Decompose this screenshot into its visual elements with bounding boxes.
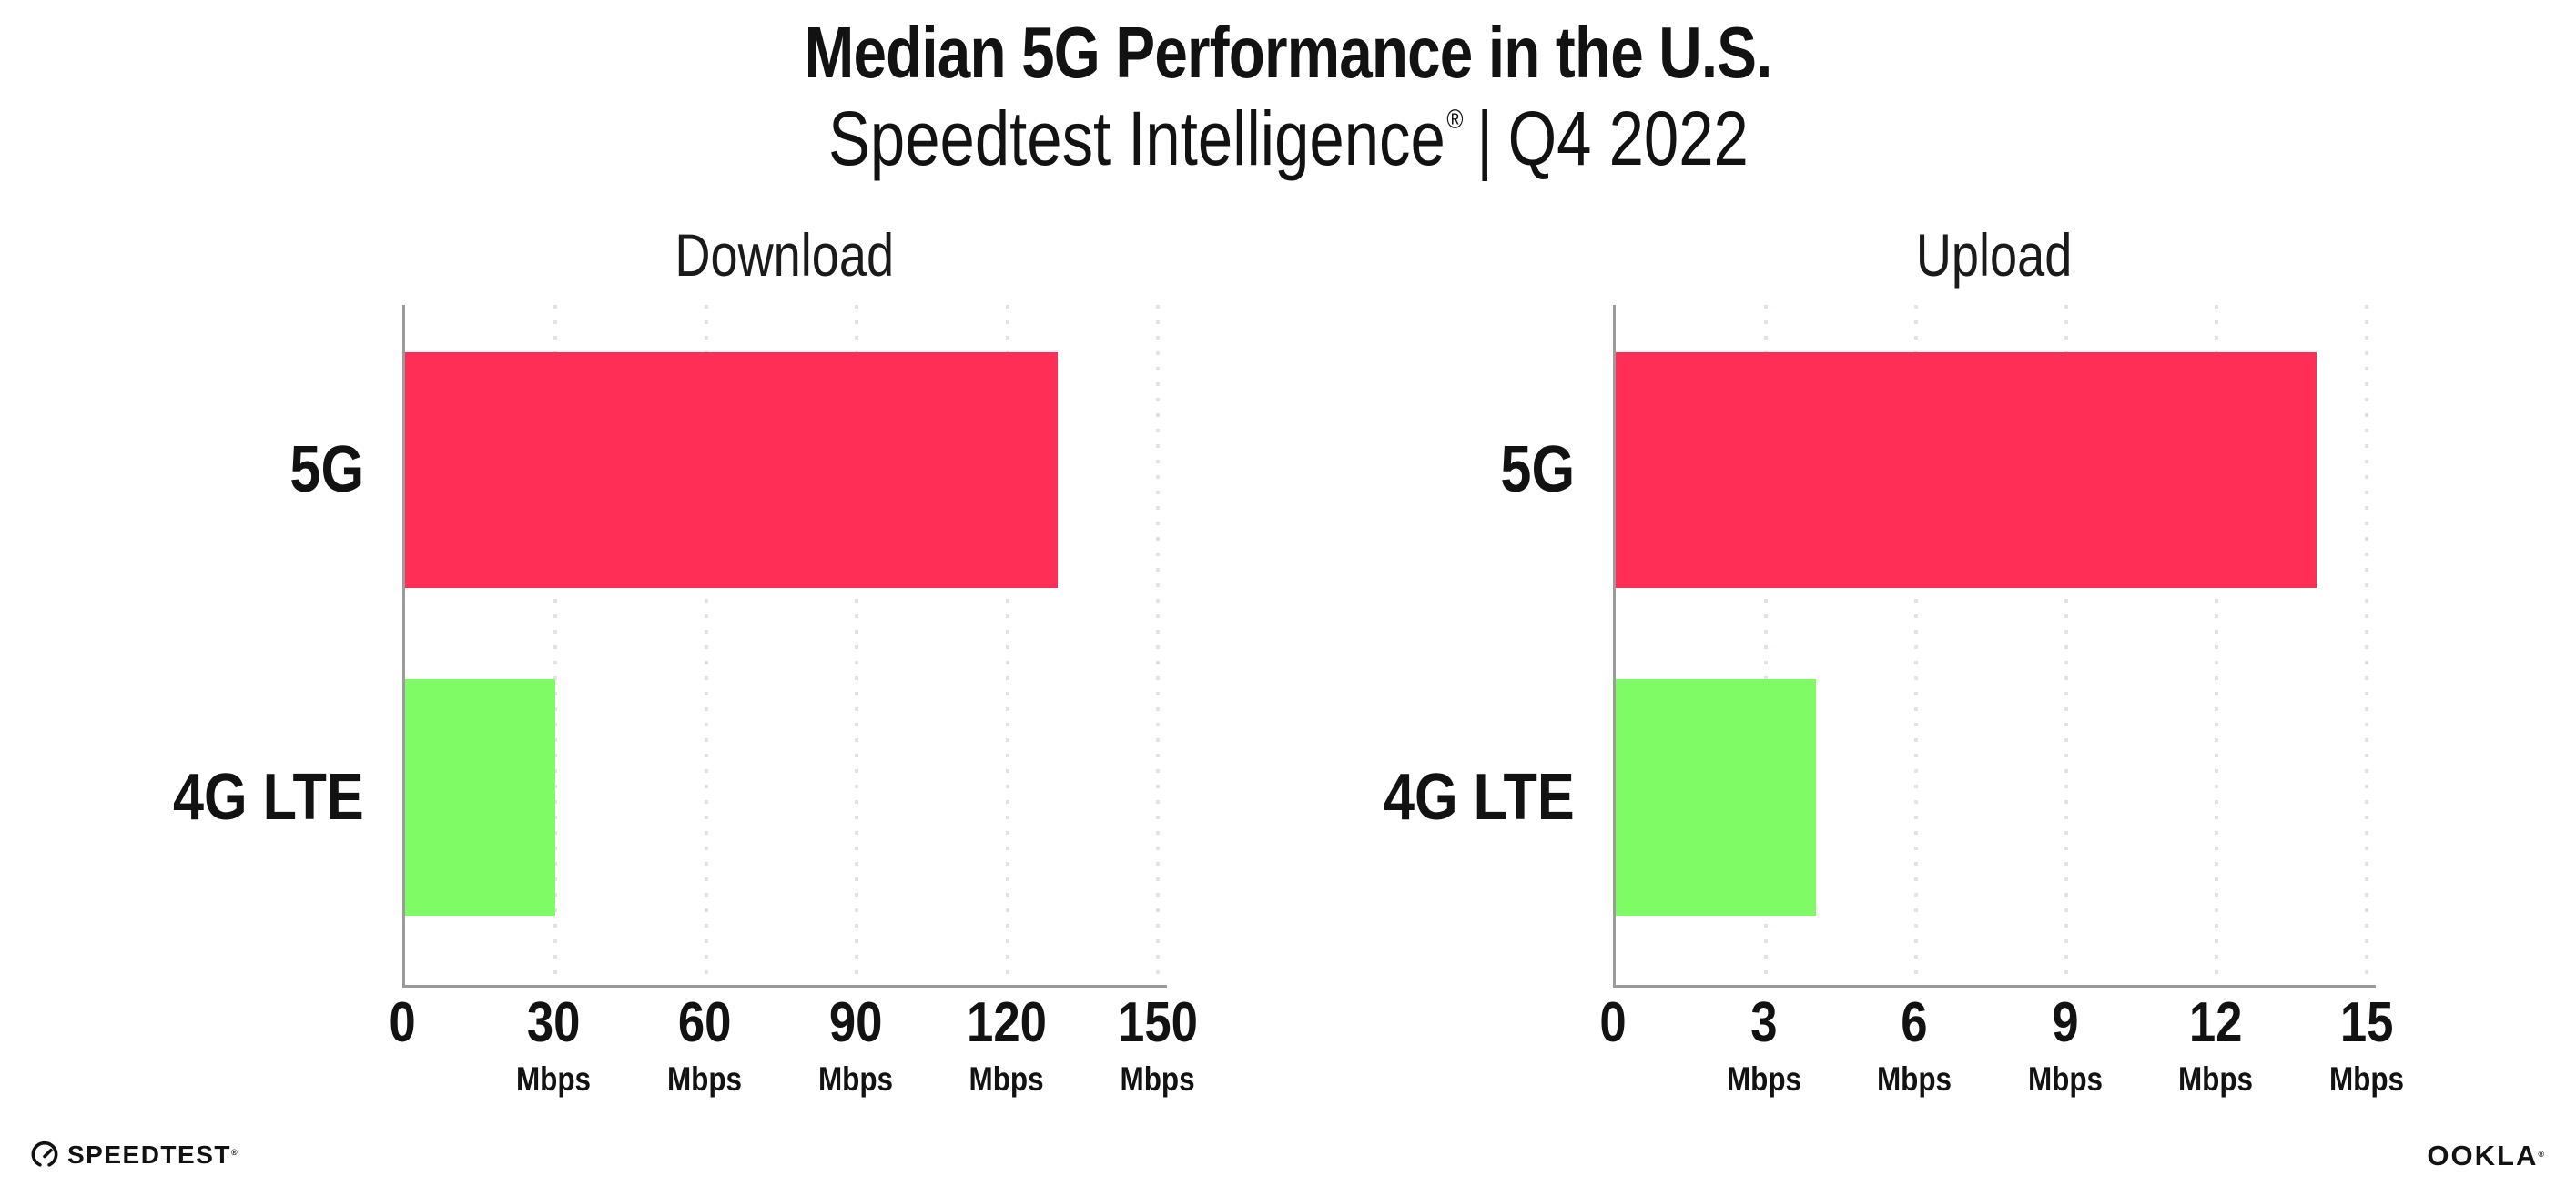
category-label-5g: 5G — [289, 433, 364, 506]
page-title: Median 5G Performance in the U.S. — [0, 11, 2576, 95]
subtitle-divider: | — [1476, 96, 1493, 181]
gridline-120 — [1005, 305, 1009, 985]
x-tick-12: 12 Mbps — [2178, 991, 2254, 1098]
gridline-150 — [1155, 305, 1160, 985]
upload-chart-title: Upload — [1916, 221, 2073, 289]
category-label-4g-lte: 4G LTE — [173, 761, 364, 834]
speedtest-logo: SPEEDTEST® — [31, 1141, 238, 1169]
x-tick-30: 30 Mbps — [515, 991, 592, 1098]
gridline-9 — [2064, 305, 2068, 985]
x-tick-0: 0 — [1599, 991, 1627, 1054]
gridline-6 — [1913, 305, 1918, 985]
x-tick-120: 120 Mbps — [966, 991, 1047, 1098]
gridline-30 — [553, 305, 558, 985]
x-tick-90: 90 Mbps — [817, 991, 893, 1098]
bar-5g — [405, 352, 1058, 588]
subtitle-brand: Speedtest Intelligence — [827, 96, 1445, 181]
x-tick-6: 6 Mbps — [1877, 991, 1952, 1098]
bar-4g-lte — [405, 679, 556, 916]
x-tick-9: 9 Mbps — [2027, 991, 2103, 1098]
ookla-logo: OOKLA® — [2427, 1141, 2546, 1170]
speedtest-registered-mark: ® — [230, 1148, 239, 1157]
category-label-5g: 5G — [1500, 433, 1575, 506]
speedtest-gauge-icon — [31, 1141, 58, 1167]
gridline-90 — [855, 305, 859, 985]
download-x-axis-ticks: 0 30 Mbps 60 Mbps 90 Mbps 120 Mbps 150 Mbps — [389, 991, 1198, 1131]
registered-mark: ® — [1445, 105, 1464, 135]
speedtest-wordmark: SPEEDTEST® — [67, 1141, 239, 1169]
download-chart-title: Download — [674, 221, 895, 289]
upload-plot-area — [1613, 305, 2376, 988]
x-tick-150: 150 Mbps — [1117, 991, 1198, 1098]
gridline-15 — [2364, 305, 2368, 985]
x-tick-0: 0 — [389, 991, 416, 1054]
page-title-text: Median 5G Performance in the U.S. — [804, 12, 1773, 93]
bar-5g — [1616, 352, 2317, 588]
upload-chart: Upload 5G 4G LTE 0 3 Mbps 6 Mbps 9 Mbps 12 Mbps 15… — [1384, 225, 2404, 1096]
gridline-60 — [704, 305, 708, 985]
x-tick-3: 3 Mbps — [1726, 991, 1801, 1098]
download-chart: Download 5G 4G LTE 0 30 Mbps 60 Mbps 90 Mbps 120… — [173, 225, 1198, 1096]
upload-x-axis-ticks: 0 3 Mbps 6 Mbps 9 Mbps 12 Mbps 15 Mbps — [1599, 991, 2404, 1131]
x-tick-60: 60 Mbps — [666, 991, 743, 1098]
gridline-3 — [1763, 305, 1768, 985]
category-label-4g-lte: 4G LTE — [1384, 761, 1575, 834]
x-tick-15: 15 Mbps — [2328, 991, 2404, 1098]
gridline-12 — [2214, 305, 2218, 985]
page-subtitle: Speedtest Intelligence® | Q4 2022 — [0, 96, 2576, 180]
download-plot-area — [402, 305, 1167, 988]
ookla-registered-mark: ® — [2538, 1150, 2546, 1159]
ookla-wordmark: OOKLA — [2427, 1140, 2539, 1172]
bar-4g-lte — [1616, 679, 1816, 916]
subtitle-period: Q4 2022 — [1507, 96, 1749, 181]
